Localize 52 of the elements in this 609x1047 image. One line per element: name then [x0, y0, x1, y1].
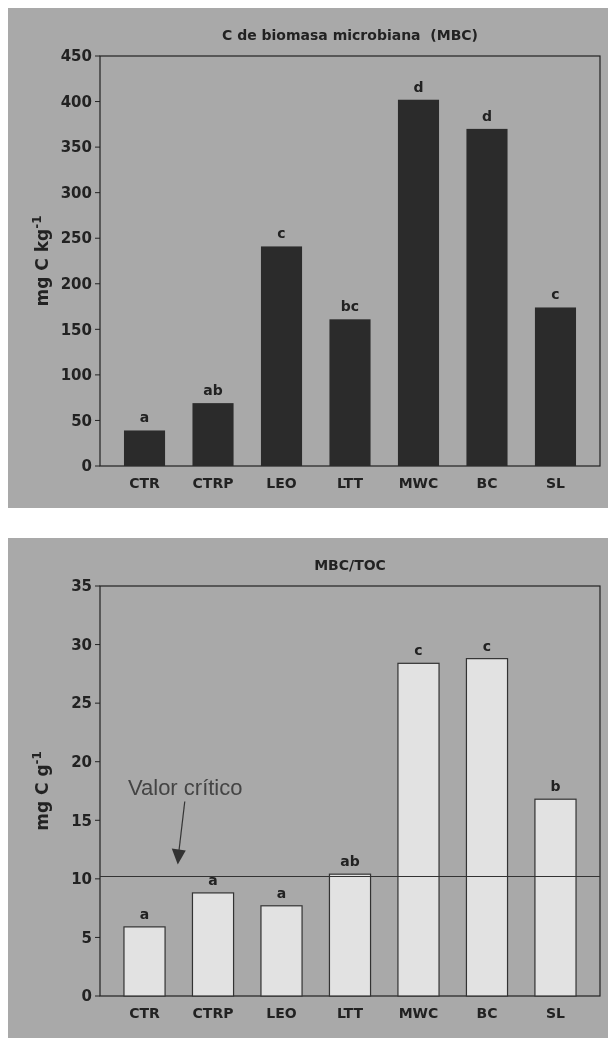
- x-tick-label: LTT: [336, 475, 364, 491]
- chart-title: C de biomasa microbiana (MBC): [222, 27, 478, 43]
- annotation: ab: [203, 382, 223, 399]
- annotation: a: [208, 871, 218, 888]
- bar: [260, 905, 303, 997]
- y-tick-label: 0: [81, 457, 92, 476]
- x-tick-label: CTR: [129, 1005, 161, 1021]
- annotation: a: [139, 905, 150, 922]
- y-tick-label: 30: [71, 635, 92, 654]
- y-tick-label: 25: [71, 694, 92, 713]
- y-tick-label: 35: [71, 577, 92, 596]
- x-tick-label: MWC: [398, 475, 439, 491]
- annotation: a: [139, 409, 150, 426]
- annotation: c: [414, 642, 423, 659]
- chart-title: MBC/TOC: [314, 557, 386, 573]
- annotation: d: [481, 107, 492, 124]
- y-tick-label: 200: [60, 275, 92, 294]
- annotation: c: [551, 286, 560, 303]
- x-tick-label: CTRP: [192, 475, 234, 491]
- x-tick-label: CTRP: [192, 1005, 234, 1021]
- y-tick-label: 350: [60, 138, 92, 157]
- annotation: bc: [340, 298, 360, 315]
- y-tick-label: 400: [60, 92, 92, 111]
- annotation: c: [482, 637, 492, 654]
- y-tick-label: 100: [60, 366, 92, 385]
- x-tick-label: SL: [545, 1005, 566, 1021]
- y-tick-label: 250: [60, 229, 92, 248]
- y-tick-label: 20: [71, 752, 92, 771]
- annotation: d: [413, 78, 424, 95]
- x-tick-label: BC: [476, 475, 498, 491]
- annotation: a: [276, 884, 287, 901]
- x-tick-label: SL: [545, 475, 566, 491]
- x-tick-label: BC: [476, 1005, 498, 1021]
- annotation: ab: [340, 853, 360, 870]
- annotation: c: [277, 225, 286, 242]
- x-tick-label: LEO: [266, 475, 297, 491]
- y-tick-label: 10: [71, 870, 92, 889]
- x-tick-label: CTR: [129, 475, 161, 491]
- x-tick-label: LEO: [266, 1005, 297, 1021]
- y-tick-label: 15: [71, 811, 92, 830]
- bar: [191, 892, 235, 997]
- bar: [123, 926, 166, 997]
- x-tick-label: MWC: [398, 1005, 439, 1021]
- x-tick-label: LTT: [336, 1005, 364, 1021]
- y-tick-label: 0: [81, 987, 92, 1006]
- y-tick-label: 5: [81, 928, 92, 947]
- ref-line-label: Valor crítico: [127, 774, 243, 800]
- y-tick-label: 450: [60, 47, 92, 66]
- y-tick-label: 300: [60, 183, 92, 202]
- y-tick-label: 50: [71, 411, 92, 430]
- y-tick-label: 150: [60, 320, 92, 339]
- annotation: b: [550, 778, 561, 795]
